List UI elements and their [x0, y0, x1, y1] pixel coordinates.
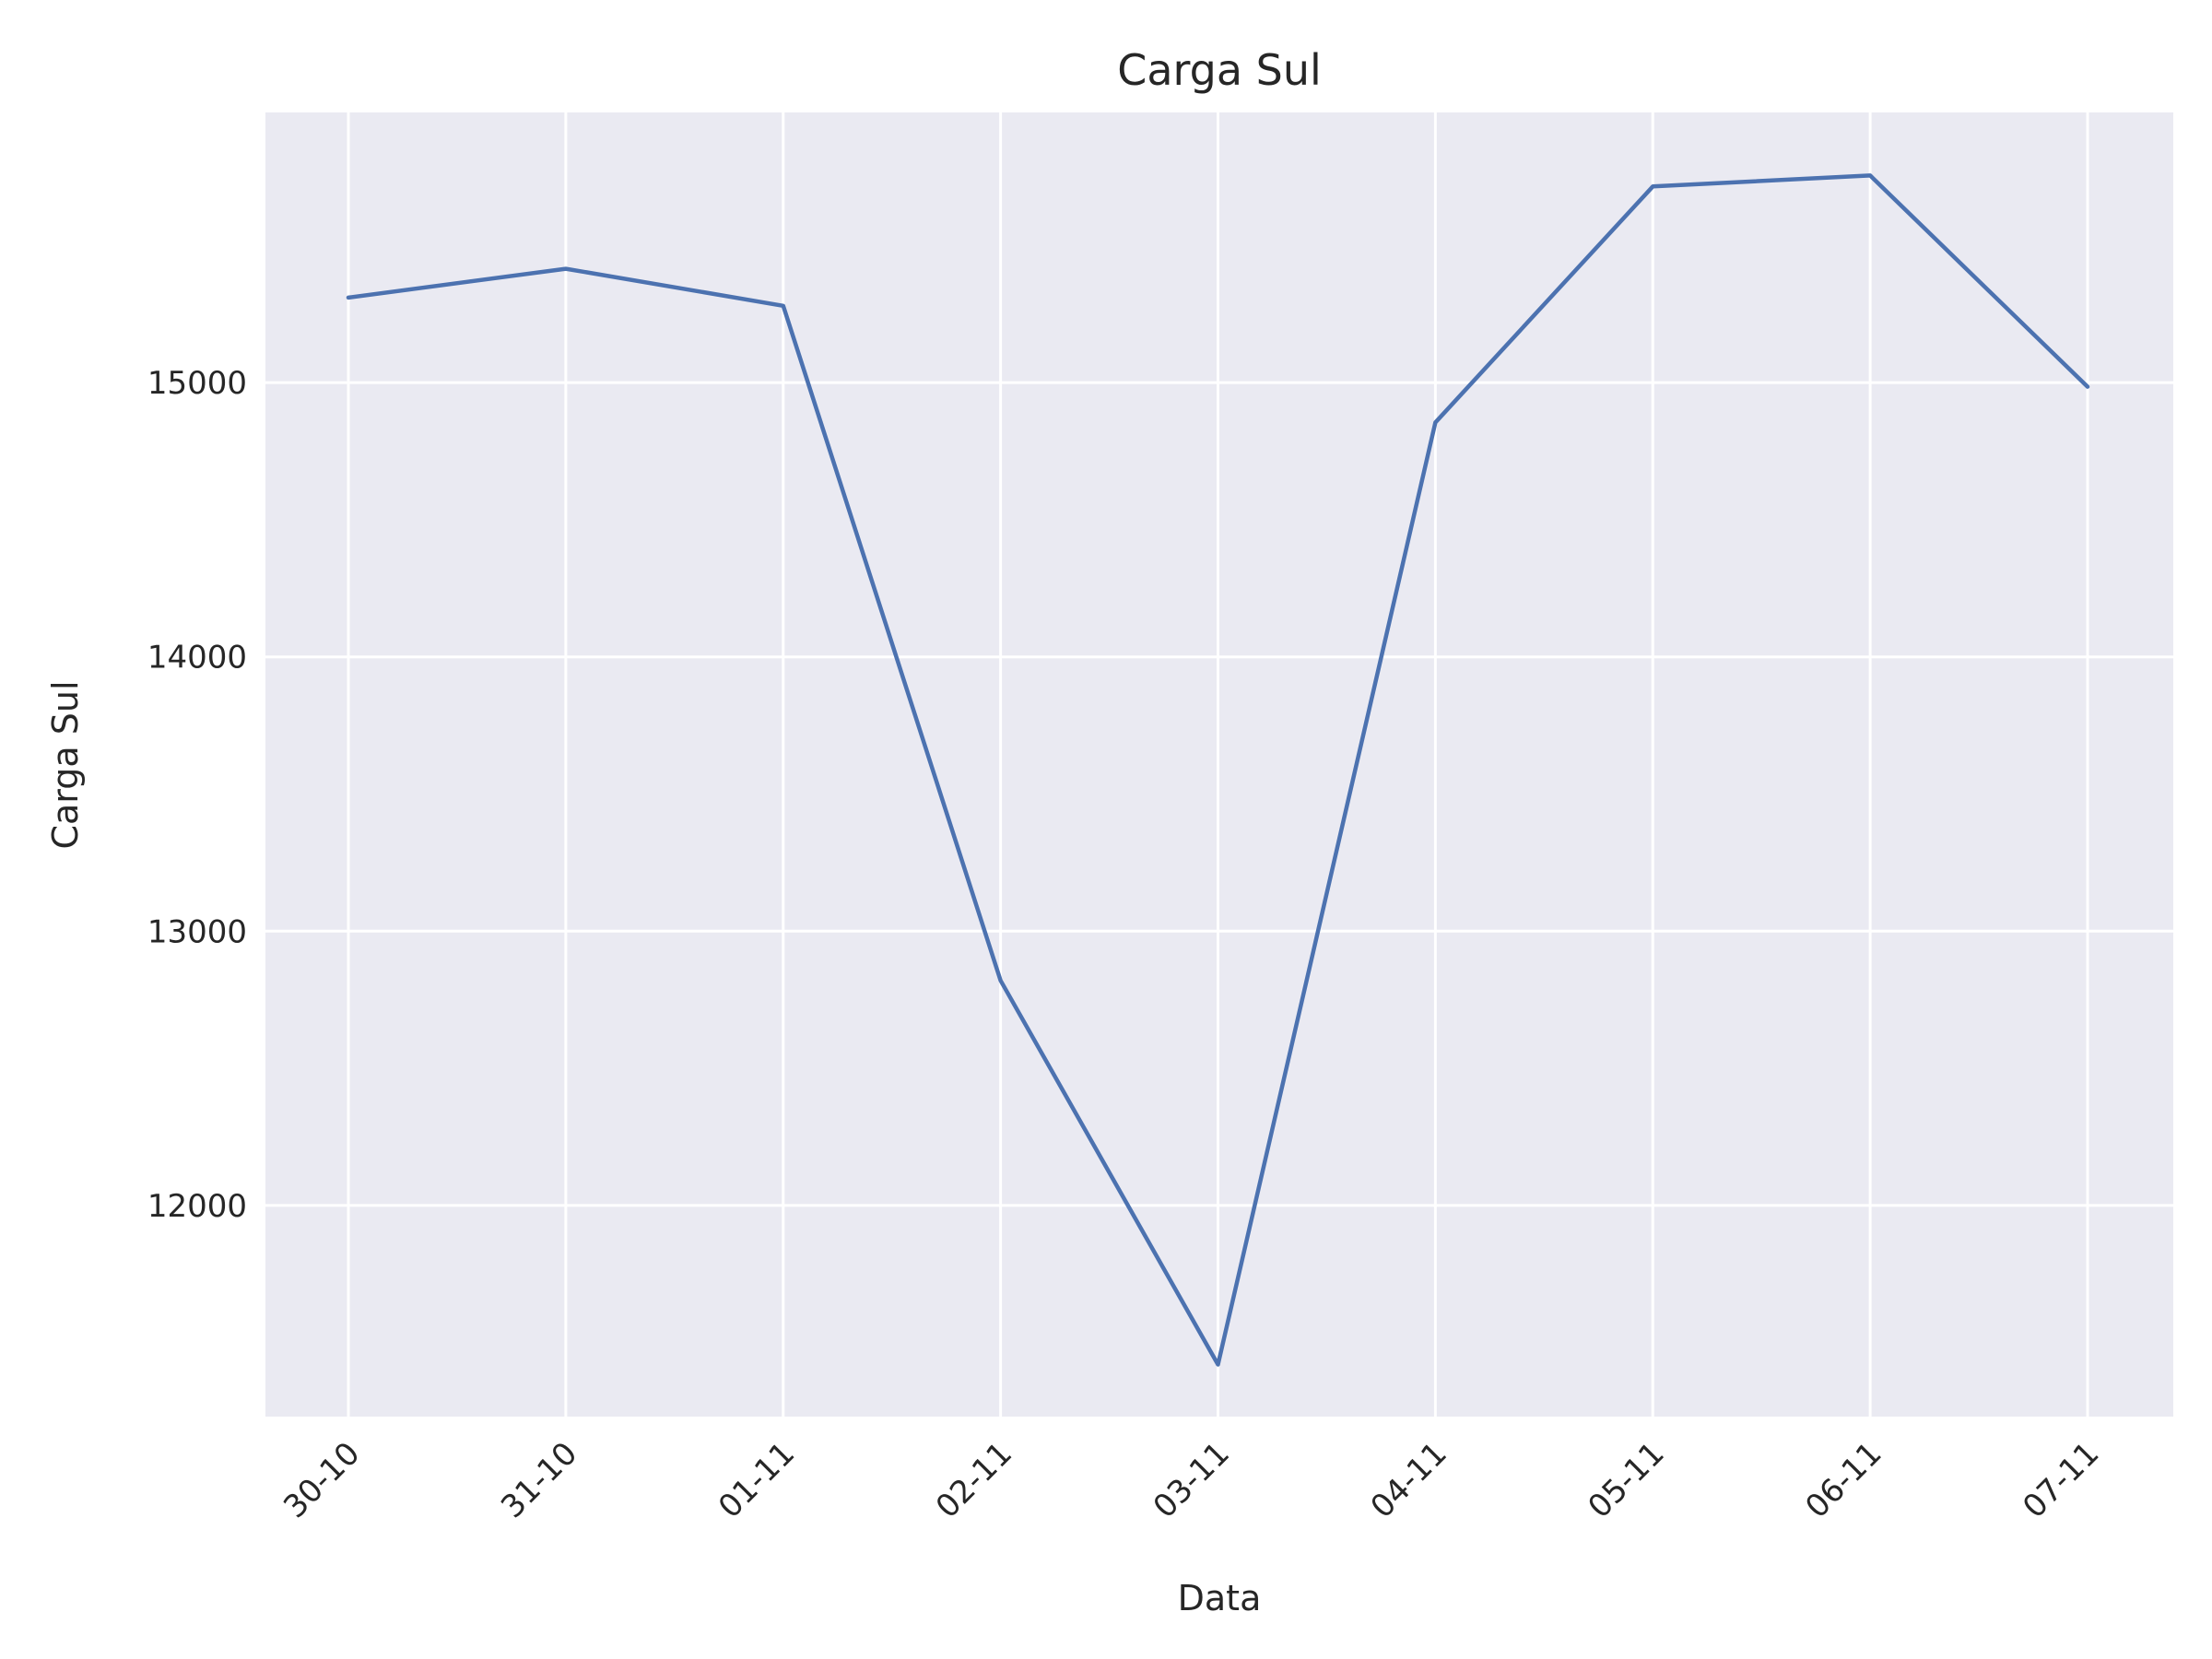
x-tick-label: 03-11 [1147, 1435, 1237, 1525]
x-tick-label: 01-11 [712, 1435, 802, 1525]
x-tick-label: 02-11 [929, 1435, 1019, 1525]
y-tick-labels: 12000 13000 14000 15000 [147, 365, 247, 1225]
x-tick-label: 05-11 [1581, 1435, 1671, 1525]
chart-title: Carga Sul [1117, 45, 1322, 95]
x-tick-label: 30-10 [276, 1435, 367, 1525]
y-tick-label: 14000 [147, 640, 247, 677]
x-tick-labels: 30-10 31-10 01-11 02-11 03-11 04-11 05-11 06-11… [276, 1435, 2106, 1525]
y-axis-label: Carga Sul [45, 680, 86, 849]
y-tick-label: 12000 [147, 1188, 247, 1225]
x-tick-label: 06-11 [1798, 1435, 1888, 1525]
x-gridlines [347, 112, 2089, 1417]
y-tick-label: 13000 [147, 913, 247, 950]
series-layer [346, 173, 2090, 1367]
x-tick-label: 04-11 [1364, 1435, 1454, 1525]
x-tick-label: 07-11 [2016, 1435, 2106, 1525]
y-tick-label: 15000 [147, 365, 247, 402]
x-tick-label: 31-10 [494, 1435, 584, 1525]
x-axis-label: Data [1178, 1578, 1262, 1618]
